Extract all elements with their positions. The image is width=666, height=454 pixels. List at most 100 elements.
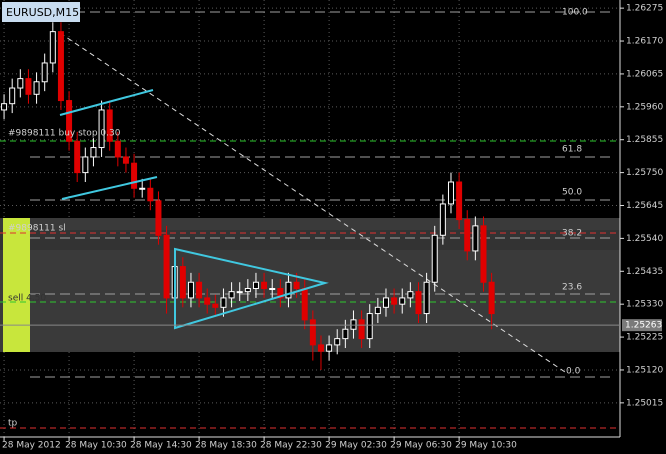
candle-body — [334, 338, 341, 346]
candle-body — [131, 162, 138, 189]
x-tick-label: 29 May 02:30 — [325, 441, 387, 451]
order-label: sell 4.50 — [8, 294, 46, 304]
candle-body — [155, 200, 162, 236]
candle-body — [98, 109, 105, 149]
candle-body — [358, 319, 365, 340]
x-tick-label: 28 May 14:30 — [130, 441, 192, 451]
y-tick-label: 1.25540 — [626, 234, 663, 244]
y-tick-label: 1.25960 — [626, 102, 663, 112]
fib-label: 100.0 — [562, 8, 588, 18]
candle-body — [41, 62, 48, 83]
candle-body — [480, 225, 487, 283]
x-tick-label: 28 May 10:30 — [65, 441, 127, 451]
candle-body — [415, 291, 422, 315]
fib-label: 61.8 — [562, 145, 582, 155]
channel-line — [61, 176, 158, 200]
y-tick-label: 1.25225 — [626, 333, 663, 343]
fib-trendline — [59, 32, 566, 373]
x-tick-label: 28 May 2012 — [2, 441, 61, 451]
y-tick-label: 1.25750 — [626, 168, 663, 178]
candle-body — [114, 140, 121, 158]
candle-body — [277, 288, 284, 299]
candle-body — [196, 281, 203, 299]
x-tick-label: 29 May 06:30 — [390, 441, 452, 451]
candle-body — [49, 31, 56, 64]
candle-body — [464, 219, 471, 252]
axes: 1.26275 1.26170 1.26065 1.25960 1.25855 1.257… — [0, 4, 663, 451]
x-tick-label: 29 May 10:30 — [455, 441, 517, 451]
candle-body — [456, 181, 463, 221]
candle-body — [261, 281, 268, 290]
y-tick-label: 1.26170 — [626, 37, 663, 47]
candle-body — [122, 156, 129, 164]
candle-body — [139, 187, 146, 190]
y-tick-label: 1.25015 — [626, 398, 663, 408]
x-tick-label: 28 May 18:30 — [195, 441, 257, 451]
candle-body — [317, 344, 324, 352]
candle-body — [252, 281, 259, 290]
chart-title: EURUSD,M15 — [6, 6, 79, 19]
candle-body — [204, 297, 211, 305]
candle-body — [309, 319, 316, 346]
candle-body — [326, 344, 333, 352]
candle-body — [472, 225, 479, 252]
candle-body — [236, 291, 243, 294]
channel-line — [59, 89, 154, 116]
candles — [1, 22, 495, 370]
candle-body — [374, 306, 381, 315]
candle-body — [342, 328, 349, 340]
candle-body — [33, 81, 40, 95]
current-price-box — [622, 319, 662, 332]
fib-label: 23.6 — [562, 283, 582, 293]
candle-body — [301, 288, 308, 321]
order-label: tp — [8, 419, 18, 429]
fib-label: 50.0 — [562, 188, 582, 198]
y-tick-label: 1.25435 — [626, 267, 663, 277]
candle-body — [228, 291, 235, 299]
candle-body — [244, 288, 251, 293]
candle-body — [366, 313, 373, 340]
candle-body — [66, 100, 73, 142]
fib-label: 0.0 — [566, 367, 581, 377]
candle-body — [423, 281, 430, 315]
candle-body — [399, 297, 406, 305]
candle-body — [391, 297, 398, 305]
y-tick-label: 1.25120 — [626, 365, 663, 375]
candle-body — [9, 87, 16, 105]
x-tick-label: 28 May 22:30 — [260, 441, 322, 451]
candle-body — [25, 78, 32, 95]
candle-body — [407, 291, 414, 299]
candle-body — [187, 281, 194, 299]
candle-body — [220, 297, 227, 308]
order-box — [3, 218, 30, 352]
fib-label: 38.2 — [562, 229, 582, 239]
candle-body — [447, 181, 454, 205]
y-tick-label: 1.25855 — [626, 135, 663, 145]
order-label: #9898111 buy stop 0.30 — [8, 129, 121, 139]
candle-body — [269, 288, 276, 291]
order-label: #9898111 sl — [8, 224, 66, 234]
candle-body — [17, 78, 24, 89]
candle-body — [350, 319, 357, 330]
candle-body — [382, 297, 389, 308]
candle-body — [57, 31, 64, 102]
current-price-label: 1.25263 — [625, 321, 662, 331]
title-box — [2, 2, 80, 22]
candle-body — [488, 281, 495, 315]
candle-body — [431, 234, 438, 283]
y-tick-label: 1.26065 — [626, 69, 663, 79]
candle-body — [293, 281, 300, 290]
candle-body — [212, 303, 219, 308]
candle-body — [90, 147, 97, 158]
candle-body — [439, 203, 446, 236]
candle-body — [106, 109, 113, 142]
candle-body — [82, 156, 89, 174]
y-tick-label: 1.25330 — [626, 300, 663, 310]
candle-body — [1, 103, 8, 111]
candle-body — [285, 281, 292, 299]
y-tick-label: 1.26275 — [626, 4, 663, 14]
y-tick-label: 1.25645 — [626, 201, 663, 211]
triangle-pattern — [174, 247, 329, 330]
candle-body — [147, 187, 154, 202]
